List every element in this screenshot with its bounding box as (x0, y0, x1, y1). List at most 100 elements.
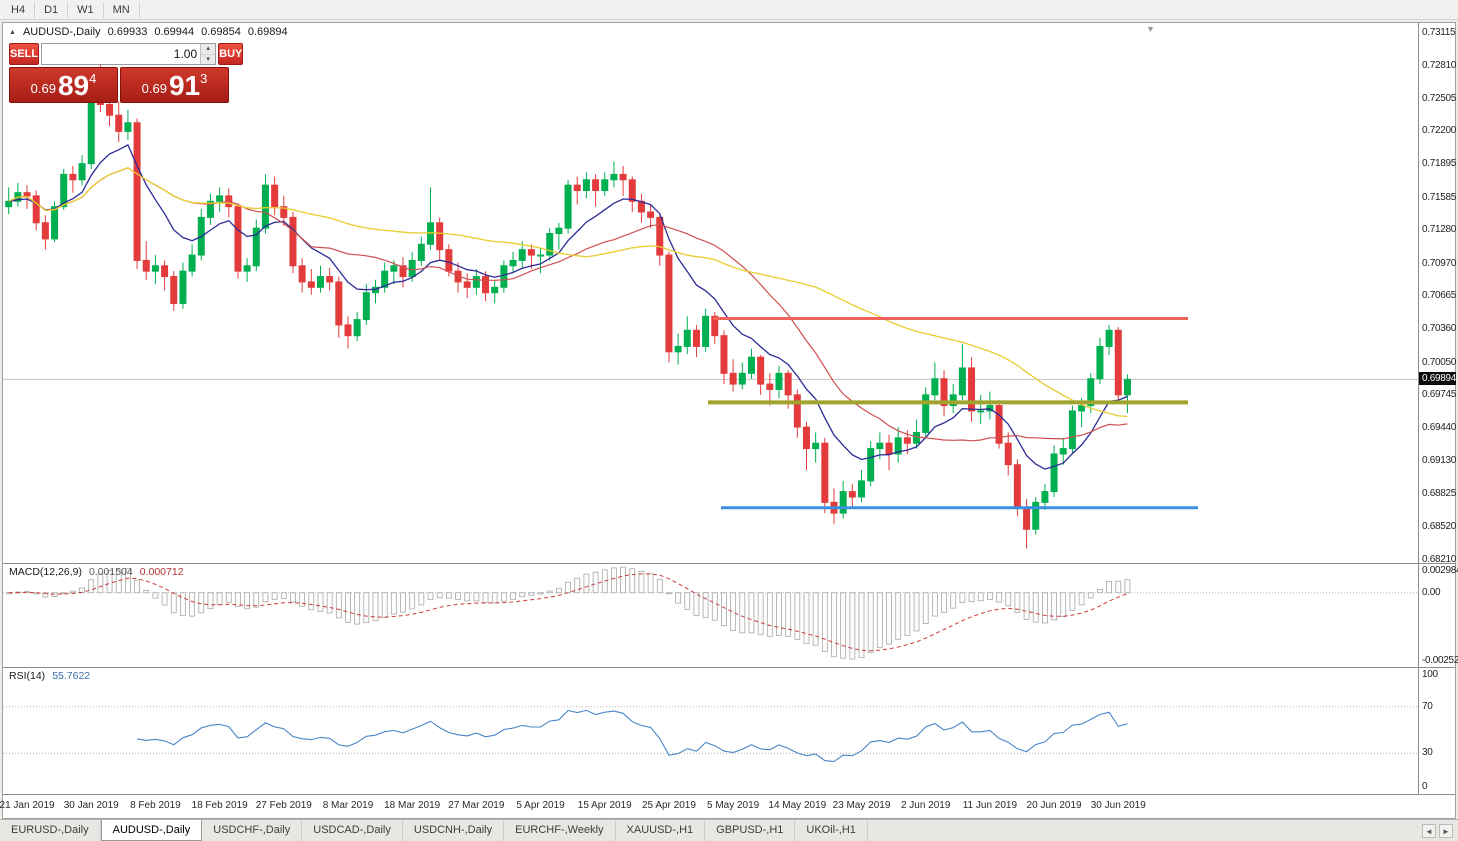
pane-separator[interactable] (3, 667, 1455, 668)
macd-histogram (5, 566, 1131, 660)
price-tick: 0.69130 (1422, 455, 1457, 467)
timeframe-buttons: H4 D1 W1 MN (2, 1, 140, 18)
timeframe-button-w1[interactable]: W1 (68, 1, 104, 18)
symbol-direction-icon: ▲ (9, 28, 16, 36)
rsi-header: RSI(14) 55.7622 (9, 670, 90, 682)
rsi-pane[interactable]: RSI(14) 55.7622 100 70 30 0 (3, 668, 1455, 794)
tab-usdchf-daily[interactable]: USDCHF-,Daily (202, 820, 303, 841)
macd-signal-line (8, 573, 1128, 652)
chart-ohlc-header: ▲ AUDUSD-,Daily 0.69933 0.69944 0.69854 … (9, 26, 288, 38)
timeframe-button-h4[interactable]: H4 (2, 1, 36, 18)
current-price-badge: 0.69894 (1419, 372, 1456, 386)
rsi-axis-100: 100 (1422, 669, 1438, 680)
rsi-axis[interactable]: 100 70 30 0 (1418, 668, 1455, 794)
macd-header: MACD(12,26,9) 0.001504 0.000712 (9, 566, 184, 578)
chart-tab-bar: EURUSD-,Daily AUDUSD-,Daily USDCHF-,Daily U… (0, 819, 1458, 841)
ohlc-low: 0.69854 (201, 26, 241, 38)
date-label: 8 Feb 2019 (130, 800, 181, 811)
tab-eurusd-daily[interactable]: EURUSD-,Daily (0, 820, 101, 841)
tab-scroll-right-button[interactable]: ► (1439, 823, 1453, 838)
buy-price-display[interactable]: 0.69 91 3 (120, 67, 229, 103)
sell-price-main: 89 (57, 70, 90, 101)
tab-scroll-left-button[interactable]: ◄ (1422, 823, 1436, 838)
rsi-value: 55.7622 (52, 670, 91, 682)
price-tick: 0.71585 (1422, 191, 1457, 203)
tab-audusd-daily[interactable]: AUDUSD-,Daily (100, 820, 203, 841)
date-label: 25 Apr 2019 (641, 800, 696, 811)
pane-separator[interactable] (3, 563, 1455, 564)
price-tick: 0.69745 (1422, 389, 1457, 401)
date-label: 11 Jun 2019 (962, 800, 1018, 811)
price-tick: 0.70970 (1422, 257, 1457, 269)
price-chart-canvas (3, 50, 1418, 549)
tab-xauusd-h1[interactable]: XAUUSD-,H1 (616, 820, 706, 841)
tab-eurchf-weekly[interactable]: EURCHF-,Weekly (504, 820, 616, 841)
buy-price-main: 91 (168, 70, 201, 101)
tab-ukoil-h1[interactable]: UKOil-,H1 (795, 820, 868, 841)
date-label: 27 Mar 2019 (448, 800, 505, 811)
tab-usdcnh-daily[interactable]: USDCNH-,Daily (403, 820, 505, 841)
price-tick: 0.72200 (1422, 125, 1457, 137)
chart-tabs: EURUSD-,Daily AUDUSD-,Daily USDCHF-,Daily U… (0, 820, 868, 841)
volume-increase-button[interactable]: ▴ (201, 44, 216, 55)
symbol-label: AUDUSD-,Daily (22, 26, 101, 38)
date-label: 27 Feb 2019 (255, 800, 312, 811)
date-label: 30 Jun 2019 (1090, 800, 1146, 811)
price-tick: 0.70360 (1422, 323, 1457, 335)
price-tick: 0.69440 (1422, 422, 1457, 434)
tab-usdcad-daily[interactable]: USDCAD-,Daily (302, 820, 403, 841)
sell-price-prefix: 0.69 (30, 81, 56, 96)
rsi-axis-0: 0 (1422, 781, 1428, 792)
price-tick: 0.68210 (1422, 554, 1457, 566)
macd-pane[interactable]: MACD(12,26,9) 0.001504 0.000712 0.002984… (3, 564, 1458, 667)
volume-spinner: ▴ ▾ (200, 44, 216, 64)
macd-axis[interactable]: 0.002984 0.00 -0.002525 (1418, 564, 1458, 667)
timeframe-toolbar: H4 D1 W1 MN (0, 0, 1458, 20)
sell-button[interactable]: SELL (9, 43, 40, 65)
ma-line-10[interactable] (8, 143, 1128, 470)
date-label: 20 Jun 2019 (1026, 800, 1082, 811)
buy-price-pipette: 3 (200, 71, 208, 86)
price-tick: 0.68520 (1422, 521, 1457, 533)
volume-decrease-button[interactable]: ▾ (201, 54, 216, 64)
date-label: 5 May 2019 (706, 800, 760, 811)
volume-input[interactable] (42, 44, 201, 64)
date-label: 15 Apr 2019 (577, 800, 632, 811)
volume-box: ▴ ▾ (41, 43, 217, 65)
macd-axis-zero: 0.00 (1422, 586, 1441, 598)
chart-shift-marker-icon[interactable]: ▼ (1146, 24, 1155, 34)
macd-signal-value: 0.000712 (139, 566, 184, 578)
rsi-canvas (3, 706, 1418, 763)
price-tick: 0.72505 (1422, 92, 1457, 104)
price-pane[interactable]: ▲ AUDUSD-,Daily 0.69933 0.69944 0.69854 … (3, 23, 1457, 566)
pane-separator (3, 794, 1455, 795)
date-label: 30 Jan 2019 (63, 800, 119, 811)
candles (5, 50, 1131, 549)
macd-axis-top: 0.002984 (1422, 565, 1458, 576)
macd-canvas (3, 566, 1418, 660)
ma-line-50[interactable] (8, 167, 1128, 418)
rsi-line (137, 709, 1128, 763)
date-label: 14 May 2019 (768, 800, 827, 811)
macd-axis-bottom: -0.002525 (1422, 655, 1458, 666)
date-label: 18 Feb 2019 (191, 800, 248, 811)
date-label: 18 Mar 2019 (384, 800, 441, 811)
date-label: 5 Apr 2019 (516, 800, 565, 811)
rsi-axis-30: 30 (1422, 747, 1433, 759)
sell-price-pipette: 4 (89, 71, 97, 86)
timeframe-button-d1[interactable]: D1 (35, 1, 69, 18)
macd-main-value: 0.001504 (88, 566, 133, 578)
price-tick: 0.71280 (1422, 224, 1457, 236)
price-tick: 0.73115 (1422, 27, 1456, 38)
date-label: 2 Jun 2019 (900, 800, 951, 811)
price-axis[interactable]: 0.73115 0.72810 0.72505 0.72200 0.71895 0.715… (1418, 23, 1457, 566)
timeframe-button-mn[interactable]: MN (104, 1, 140, 18)
buy-button[interactable]: BUY (218, 43, 244, 65)
sell-price-display[interactable]: 0.69 89 4 (9, 67, 118, 103)
price-tick: 0.68825 (1422, 488, 1457, 500)
ohlc-open: 0.69933 (107, 26, 148, 38)
date-axis[interactable]: 21 Jan 2019 30 Jan 2019 8 Feb 2019 18 Feb 2… (0, 795, 1455, 818)
price-tick: 0.71895 (1422, 158, 1457, 170)
tab-gbpusd-h1[interactable]: GBPUSD-,H1 (705, 820, 796, 841)
